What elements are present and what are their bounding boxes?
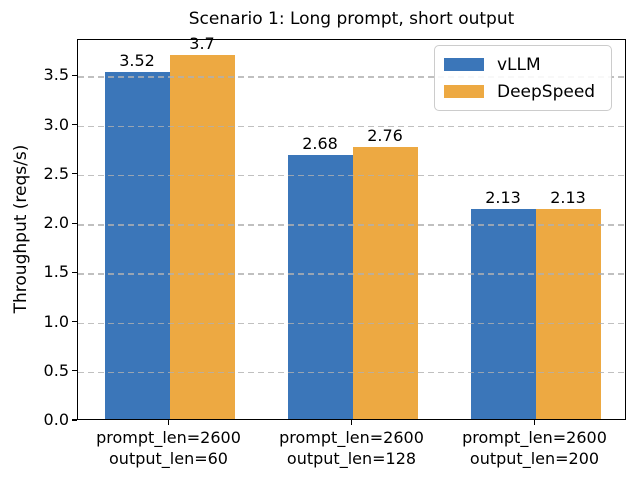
- bar-deepspeed-1: [352, 147, 418, 419]
- y-tick-mark: [72, 74, 77, 76]
- bar-deepspeed-0: [169, 54, 235, 419]
- x-tick-mark: [350, 420, 353, 425]
- y-gridline: [78, 371, 625, 374]
- y-tick-label: 3.0: [43, 114, 69, 134]
- x-tick-label: prompt_len=2600 output_len=128: [279, 428, 424, 468]
- y-gridline: [78, 76, 625, 78]
- bar-value-label: 2.68: [302, 134, 338, 154]
- y-tick-label: 3.5: [43, 65, 69, 85]
- y-tick-mark: [72, 222, 77, 224]
- bar-value-label: 2.13: [550, 188, 586, 208]
- legend-entry-deepspeed: DeepSpeed: [444, 80, 595, 103]
- bar-deepspeed-2: [535, 209, 601, 419]
- plot-area: 3.52 2.68 2.13 3.7 2.76 2.13: [77, 34, 626, 420]
- y-tick-label: 2.0: [43, 213, 69, 233]
- y-gridline: [78, 125, 625, 128]
- y-tick-mark: [72, 271, 77, 273]
- y-tick-mark: [72, 124, 77, 126]
- legend-swatch-icon: [444, 85, 484, 98]
- y-tick-mark: [72, 370, 77, 372]
- y-tick-label: 0.0: [43, 410, 69, 429]
- bar-value-label: 2.76: [367, 126, 403, 146]
- x-tick-mark: [167, 420, 170, 425]
- y-tick-label: 0.5: [43, 360, 69, 380]
- bar-vllm-0: [104, 72, 170, 419]
- y-gridline: [78, 322, 625, 325]
- y-tick-label: 1.5: [43, 262, 69, 282]
- bar-value-label: 2.13: [485, 188, 521, 208]
- legend-label: vLLM: [497, 54, 541, 75]
- x-tick-label: prompt_len=2600 output_len=200: [462, 428, 607, 468]
- y-gridline: [78, 224, 625, 226]
- y-gridline: [78, 273, 625, 275]
- legend-label: DeepSpeed: [497, 81, 596, 102]
- chart-title: Scenario 1: Long prompt, short output: [188, 9, 515, 29]
- legend-swatch-icon: [444, 58, 484, 71]
- x-tick-mark: [533, 420, 536, 425]
- bar-vllm-1: [287, 155, 353, 419]
- y-tick-mark: [72, 320, 77, 323]
- y-tick-label: 2.5: [43, 163, 69, 183]
- y-tick-mark: [72, 173, 77, 175]
- bar-vllm-2: [470, 209, 536, 419]
- bar-value-label: 3.7: [189, 33, 215, 53]
- y-tick-mark: [72, 419, 77, 421]
- y-gridline: [78, 174, 625, 177]
- y-tick-label: 1.0: [43, 311, 69, 331]
- legend-entry-vllm: vLLM: [444, 53, 595, 76]
- bar-value-label: 3.52: [119, 51, 155, 71]
- legend: vLLM DeepSpeed: [434, 45, 613, 111]
- x-tick-label: prompt_len=2600 output_len=60: [96, 428, 241, 468]
